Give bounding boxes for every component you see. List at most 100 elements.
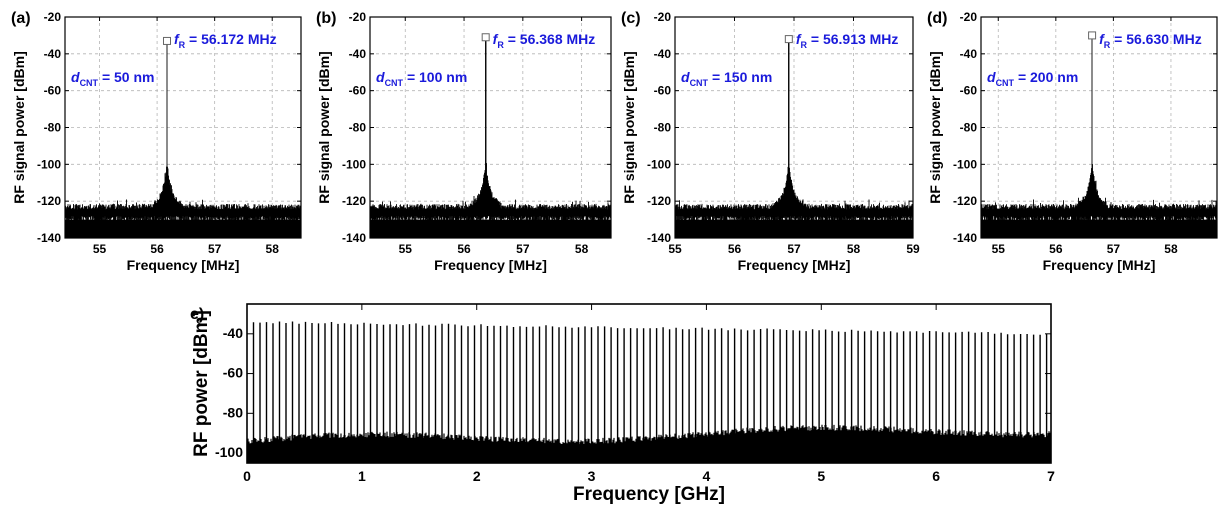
x-tick-label: 59 xyxy=(906,242,920,256)
y-tick-label: -80 xyxy=(44,121,62,135)
y-axis-label: RF signal power [dBm] xyxy=(927,51,943,203)
y-tick-label: -100 xyxy=(215,444,243,460)
y-tick-label: -40 xyxy=(654,47,672,61)
panel-label: (b) xyxy=(316,10,336,27)
diameter-annotation: dCNT = 50 nm xyxy=(71,69,154,88)
x-tick-label: 58 xyxy=(847,242,861,256)
spectrum-trace xyxy=(675,39,913,224)
y-tick-label: -60 xyxy=(654,84,672,98)
x-tick-label: 0 xyxy=(243,468,251,484)
y-tick-label: -20 xyxy=(654,10,672,24)
y-tick-label: -80 xyxy=(960,121,978,135)
x-tick-label: 56 xyxy=(457,242,471,256)
y-tick-label: -60 xyxy=(349,84,367,98)
y-tick-label: -100 xyxy=(647,157,671,171)
y-tick-label: -120 xyxy=(342,194,366,208)
y-tick-label: -100 xyxy=(37,157,61,171)
x-tick-label: 56 xyxy=(1049,242,1063,256)
y-tick-label: -60 xyxy=(44,84,62,98)
y-tick-label: -40 xyxy=(44,47,62,61)
diameter-annotation: dCNT = 100 nm xyxy=(376,69,467,88)
y-axis-label: RF signal power [dBm] xyxy=(316,51,332,203)
x-tick-label: 56 xyxy=(728,242,742,256)
y-axis-label: RF signal power [dBm] xyxy=(621,51,637,203)
y-tick-label: -140 xyxy=(953,231,977,245)
x-tick-label: 5 xyxy=(817,468,825,484)
panel-label: (c) xyxy=(621,10,641,27)
peak-marker xyxy=(481,33,490,42)
y-tick-label: -120 xyxy=(37,194,61,208)
y-axis-label: RF power [dBm] xyxy=(191,310,212,457)
peak-marker xyxy=(1088,31,1097,40)
x-tick-label: 55 xyxy=(668,242,682,256)
panel-4: 55 56 57 58 -140 -120 -100 -80 -60 -40 -20 Frequenc… xyxy=(927,10,1218,273)
y-tick-label: -120 xyxy=(647,194,671,208)
y-tick-label: -100 xyxy=(342,157,366,171)
noise-floor xyxy=(65,219,301,238)
x-tick-label: 4 xyxy=(703,468,711,484)
x-tick-label: 58 xyxy=(266,242,280,256)
panel-label: e) xyxy=(190,306,204,323)
spectrum-trace xyxy=(65,40,301,224)
x-axis-label: Frequency [MHz] xyxy=(434,257,547,273)
peak-annotation: fR = 56.368 MHz xyxy=(493,31,596,50)
panel-2: 55 56 57 58 -140 -120 -100 -80 -60 -40 -20 Frequenc… xyxy=(316,10,612,273)
x-axis-label: Frequency [GHz] xyxy=(573,484,725,505)
y-tick-label: -60 xyxy=(960,84,978,98)
x-tick-label: 7 xyxy=(1047,468,1055,484)
y-tick-label: -80 xyxy=(654,121,672,135)
spectrum-trace xyxy=(370,37,611,224)
peak-marker xyxy=(784,35,793,44)
comb-peaks xyxy=(252,321,1048,463)
panel-label: (a) xyxy=(11,10,31,27)
x-tick-label: 57 xyxy=(1107,242,1121,256)
y-tick-label: -80 xyxy=(223,404,243,420)
x-tick-label: 57 xyxy=(516,242,530,256)
y-tick-label: -40 xyxy=(349,47,367,61)
x-tick-label: 56 xyxy=(150,242,164,256)
y-tick-label: -20 xyxy=(960,10,978,24)
y-tick-label: -80 xyxy=(349,121,367,135)
diameter-annotation: dCNT = 150 nm xyxy=(681,69,772,88)
x-axis-label: Frequency [MHz] xyxy=(738,257,851,273)
peak-annotation: fR = 56.913 MHz xyxy=(796,31,899,50)
y-tick-label: -40 xyxy=(960,47,978,61)
panel-1: 55 56 57 58 -140 -120 -100 -80 -60 -40 -20 Frequenc… xyxy=(11,10,302,273)
x-tick-label: 58 xyxy=(575,242,589,256)
peak-annotation: fR = 56.630 MHz xyxy=(1099,31,1202,50)
x-axis-label: Frequency [MHz] xyxy=(1043,257,1156,273)
spectrum-trace xyxy=(981,35,1217,224)
panel-3: 55 56 57 58 59 -140 -120 -100 -80 -60 -40 -20 Freque… xyxy=(621,10,920,273)
peak-annotation: fR = 56.172 MHz xyxy=(174,31,277,50)
x-tick-label: 58 xyxy=(1164,242,1178,256)
panel-5: 0 1 2 3 4 5 6 7 -100 -80 -60 -40 Frequency [GHz] RF p… xyxy=(190,303,1055,505)
y-tick-label: -120 xyxy=(953,194,977,208)
x-tick-label: 1 xyxy=(358,468,366,484)
y-tick-label: -60 xyxy=(223,365,243,381)
noise-floor xyxy=(370,219,611,238)
x-axis-label: Frequency [MHz] xyxy=(127,257,240,273)
y-axis-label: RF signal power [dBm] xyxy=(11,51,27,203)
y-tick-label: -40 xyxy=(223,325,243,341)
noise-floor xyxy=(247,424,1051,463)
noise-floor xyxy=(981,219,1217,238)
y-tick-label: -140 xyxy=(37,231,61,245)
y-tick-label: -100 xyxy=(953,157,977,171)
x-tick-label: 55 xyxy=(93,242,107,256)
x-tick-label: 57 xyxy=(208,242,222,256)
noise-floor xyxy=(675,219,913,238)
x-tick-label: 55 xyxy=(992,242,1006,256)
y-tick-label: -20 xyxy=(44,10,62,24)
panel-label: (d) xyxy=(927,10,947,27)
x-tick-label: 6 xyxy=(932,468,940,484)
x-tick-label: 3 xyxy=(588,468,596,484)
x-tick-label: 55 xyxy=(399,242,413,256)
plot-frame xyxy=(246,303,1052,464)
y-tick-label: -20 xyxy=(349,10,367,24)
y-tick-label: -140 xyxy=(342,231,366,245)
y-tick-label: -140 xyxy=(647,231,671,245)
peak-marker xyxy=(162,36,171,45)
diameter-annotation: dCNT = 200 nm xyxy=(987,69,1078,88)
x-tick-label: 2 xyxy=(473,468,481,484)
